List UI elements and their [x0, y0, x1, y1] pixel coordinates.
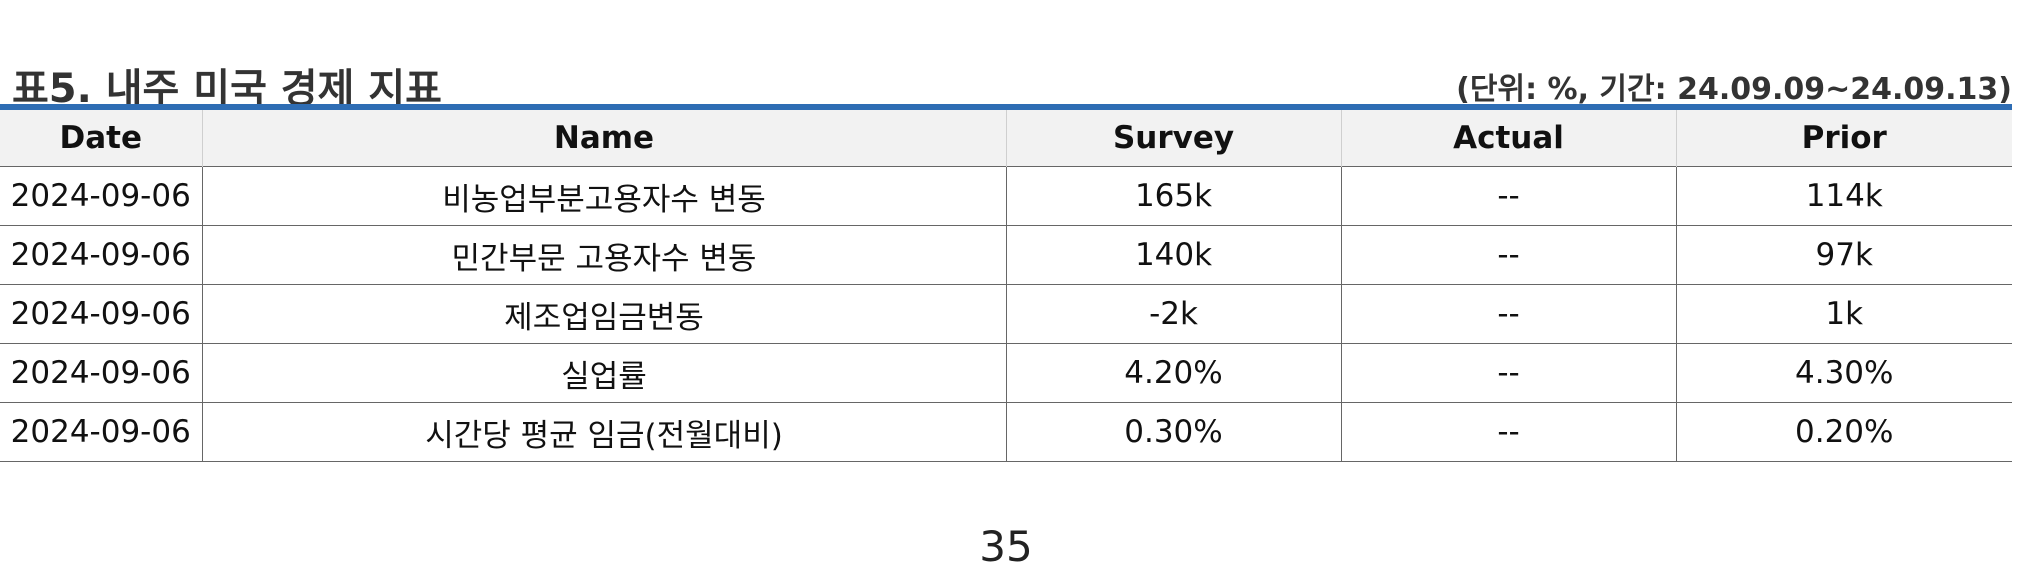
table-row: 2024-09-06 시간당 평균 임금(전월대비) 0.30% -- 0.20…	[0, 402, 2012, 462]
cell-prior: 97k	[1675, 225, 2012, 285]
title-rule	[0, 104, 2012, 110]
cell-survey: 0.30%	[1005, 402, 1341, 462]
cell-prior: 4.30%	[1675, 343, 2012, 403]
cell-date: 2024-09-06	[0, 402, 202, 462]
column-header-survey: Survey	[1005, 110, 1341, 167]
cell-actual: --	[1340, 402, 1676, 462]
cell-name: 제조업임금변동	[201, 284, 1006, 344]
cell-actual: --	[1340, 343, 1676, 403]
column-header-prior: Prior	[1675, 110, 2012, 167]
table-row: 2024-09-06 실업률 4.20% -- 4.30%	[0, 343, 2012, 403]
cell-prior: 1k	[1675, 284, 2012, 344]
table-header-row: Date Name Survey Actual Prior	[0, 110, 2012, 167]
unit-note: (단위: %, 기간: 24.09.09~24.09.13)	[1456, 72, 2012, 107]
cell-prior: 0.20%	[1675, 402, 2012, 462]
cell-survey: -2k	[1005, 284, 1341, 344]
cell-name: 시간당 평균 임금(전월대비)	[201, 402, 1006, 462]
cell-prior: 114k	[1675, 166, 2012, 226]
table-row: 2024-09-06 민간부문 고용자수 변동 140k -- 97k	[0, 225, 2012, 285]
cell-name: 비농업부분고용자수 변동	[201, 166, 1006, 226]
cell-actual: --	[1340, 284, 1676, 344]
cell-name: 민간부문 고용자수 변동	[201, 225, 1006, 285]
page-number: 35	[979, 522, 1033, 571]
cell-name: 실업률	[201, 343, 1006, 403]
cell-actual: --	[1340, 166, 1676, 226]
cell-date: 2024-09-06	[0, 225, 202, 285]
cell-date: 2024-09-06	[0, 166, 202, 226]
cell-survey: 4.20%	[1005, 343, 1341, 403]
table-row: 2024-09-06 비농업부분고용자수 변동 165k -- 114k	[0, 166, 2012, 226]
cell-survey: 165k	[1005, 166, 1341, 226]
cell-actual: --	[1340, 225, 1676, 285]
table-caption: 표5. 내주 미국 경제 지표 (단위: %, 기간: 24.09.09~24.…	[0, 52, 2012, 112]
cell-survey: 140k	[1005, 225, 1341, 285]
column-header-actual: Actual	[1340, 110, 1676, 167]
economic-indicators-table: Date Name Survey Actual Prior 2024-09-06…	[0, 110, 2012, 462]
column-header-name: Name	[201, 110, 1006, 167]
cell-date: 2024-09-06	[0, 284, 202, 344]
column-header-date: Date	[0, 110, 202, 167]
table-row: 2024-09-06 제조업임금변동 -2k -- 1k	[0, 284, 2012, 344]
cell-date: 2024-09-06	[0, 343, 202, 403]
